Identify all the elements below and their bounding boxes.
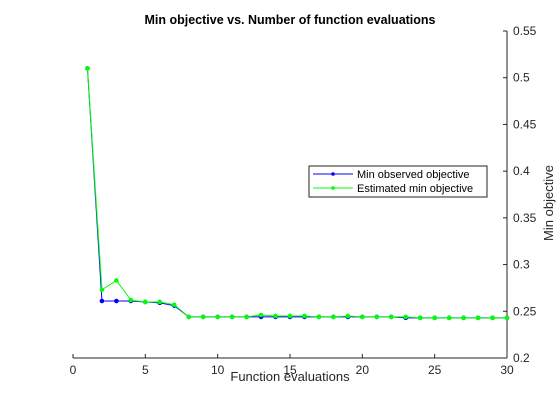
y-axis-label: Min objective <box>541 165 556 241</box>
data-point <box>99 298 105 304</box>
x-tick-label: 5 <box>142 363 149 377</box>
x-tick-label: 30 <box>500 363 514 377</box>
data-point <box>316 314 322 320</box>
x-axis-label: Function evaluations <box>230 369 350 384</box>
data-point <box>258 312 264 318</box>
chart-title: Min objective vs. Number of function eva… <box>144 13 435 27</box>
series-estimated-min <box>85 66 510 321</box>
data-point <box>171 302 177 308</box>
legend-label: Estimated min objective <box>357 183 473 195</box>
legend-swatch-marker <box>331 186 335 190</box>
data-point <box>85 66 90 71</box>
data-point <box>287 313 293 319</box>
data-point <box>461 315 466 321</box>
y-tick-label: 0.2 <box>513 351 530 365</box>
y-axis: 0.2 0.25 0.3 0.35 0.4 0.45 0.5 0.55 <box>503 24 537 365</box>
y-tick-label: 0.5 <box>513 71 530 85</box>
data-point <box>388 314 394 320</box>
data-point <box>360 314 365 320</box>
x-tick-label: 15 <box>283 363 297 377</box>
data-point <box>490 315 495 321</box>
data-point <box>244 314 249 320</box>
x-axis: 0 5 10 15 20 25 30 <box>70 354 514 377</box>
x-tick-label: 0 <box>70 363 77 377</box>
data-point <box>432 315 437 321</box>
y-tick-label: 0.3 <box>513 258 530 272</box>
x-tick-label: 10 <box>211 363 225 377</box>
data-point <box>475 315 481 321</box>
legend-item: Estimated min objective <box>313 183 473 195</box>
data-point <box>114 298 119 304</box>
series-layer <box>85 66 510 321</box>
data-point <box>99 287 105 293</box>
data-point <box>403 314 409 320</box>
data-point <box>302 313 307 319</box>
data-point <box>229 314 235 320</box>
legend: Min observed objective Estimated min obje… <box>308 165 488 198</box>
series-line <box>86 68 507 319</box>
data-point <box>345 313 351 319</box>
legend-swatch-marker <box>331 172 335 176</box>
data-point <box>331 314 336 320</box>
data-point <box>114 278 119 283</box>
y-tick-label: 0.35 <box>513 211 537 225</box>
legend-box <box>308 165 488 198</box>
data-point <box>215 314 220 320</box>
y-tick-label: 0.25 <box>513 304 537 318</box>
legend-item: Min observed objective <box>313 169 470 181</box>
legend-label: Min observed objective <box>357 169 470 181</box>
x-tick-label: 25 <box>428 363 442 377</box>
data-point <box>186 314 192 320</box>
data-point <box>157 299 163 305</box>
y-tick-label: 0.45 <box>513 117 537 131</box>
data-point <box>446 315 452 321</box>
data-point <box>128 297 134 303</box>
data-point <box>417 315 423 321</box>
y-tick-label: 0.4 <box>513 164 530 178</box>
data-point <box>200 314 206 320</box>
data-point <box>143 299 148 305</box>
x-tick-label: 20 <box>356 363 370 377</box>
data-point <box>504 315 510 321</box>
y-tick-label: 0.55 <box>513 24 537 38</box>
data-point <box>374 314 380 320</box>
data-point <box>273 313 278 319</box>
